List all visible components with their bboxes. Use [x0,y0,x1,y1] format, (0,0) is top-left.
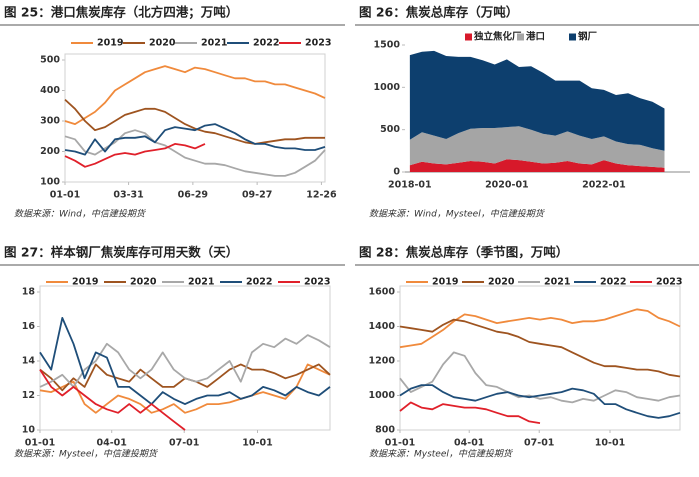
legend-label: 2021 [188,277,214,288]
plot-frame [399,285,681,431]
series-line [399,318,681,378]
legend-label: 2019 [97,38,123,49]
x-tick-label: 03-31 [113,190,143,201]
legend-label: 2021 [544,277,570,288]
y-tick-label: 0 [393,167,400,178]
y-tick-label: 800 [375,425,395,436]
legend-label: 独立焦化厂 [473,31,522,43]
legend-label: 钢厂 [578,31,598,43]
x-tick-label: 04-01 [454,438,484,449]
source-note: 数据来源：Mysteel，中信建投期货 [14,449,159,460]
x-tick-label: 01-01 [50,190,80,201]
y-tick-label: 400 [40,85,60,96]
series-line [64,98,325,145]
legend-label: 2019 [432,277,458,288]
series-line [39,334,331,388]
y-tick-label: 14 [22,356,36,367]
series-line [64,129,326,177]
panel-title: 图 27：样本钢厂焦炭库存可用天数（天） [4,245,238,260]
legend-label: 2023 [305,38,331,49]
y-tick-label: 200 [40,146,60,157]
x-tick-label: 2020-01 [485,180,529,191]
stacked-area [409,50,665,151]
series-line [399,384,681,419]
panel-title: 图 28：焦炭总库存（季节图，万吨） [359,245,568,260]
legend-label: 2022 [600,277,626,288]
source-note: 数据来源：Wind，Mysteel，中信建投期货 [369,209,546,220]
legend-label: 2020 [130,277,157,288]
series-line [399,351,681,404]
legend-swatch [517,33,524,41]
series-line [64,143,206,168]
legend-swatch [465,33,472,41]
series-line [39,317,331,405]
x-tick-label: 01-01 [385,438,415,449]
legend-label: 2021 [201,38,227,49]
y-tick-label: 1500 [374,40,401,51]
y-tick-label: 16 [22,321,36,332]
legend-label: 2023 [656,277,682,288]
stacked-area [409,159,665,172]
legend-label: 港口 [526,31,545,43]
legend-label: 2019 [72,277,98,288]
x-tick-label: 01-01 [25,438,55,449]
legend-swatch [569,33,576,41]
y-tick-label: 500 [40,55,60,66]
x-tick-label: 2022-01 [582,180,626,191]
legend-label: 2020 [488,277,515,288]
series-line [39,363,331,414]
legend-label: 2022 [253,38,279,49]
x-tick-label: 10-01 [242,438,272,449]
plot-frame [39,285,331,431]
panel-title: 图 26：焦炭总库存（万吨） [359,5,518,20]
y-tick-label: 1600 [369,287,396,298]
y-tick-label: 1000 [374,82,401,93]
y-tick-label: 10 [22,425,36,436]
source-note: 数据来源：Mysteel，中信建投期货 [369,449,514,460]
y-tick-label: 500 [380,124,400,135]
plot-frame [64,53,326,183]
x-tick-label: 07-01 [169,438,199,449]
y-tick-label: 1200 [369,356,396,367]
y-tick-label: 1000 [369,390,396,401]
y-tick-label: 18 [22,287,36,298]
x-tick-label: 04-01 [97,438,127,449]
y-tick-label: 1400 [369,321,396,332]
stacked-area [409,126,665,168]
series-line [39,369,186,431]
series-line [64,65,326,125]
x-tick-label: 10-01 [595,438,625,449]
series-line [399,308,681,349]
x-tick-label: 09-27 [242,190,272,201]
y-tick-label: 12 [22,390,35,401]
y-tick-label: 300 [40,116,60,127]
legend-label: 2020 [149,38,176,49]
x-tick-label: 12-26 [306,190,337,201]
legend-label: 2023 [304,277,330,288]
legend-label: 2022 [246,277,272,288]
x-tick-label: 07-01 [524,438,554,449]
series-line [399,401,541,424]
x-tick-label: 2018-01 [388,180,432,191]
x-tick-label: 06-29 [178,190,208,201]
y-tick-label: 100 [40,177,60,188]
series-line [64,123,326,156]
source-note: 数据来源：Wind，中信建投期货 [14,209,147,220]
panel-title: 图 25：港口焦炭库存（北方四港；万吨） [4,5,238,20]
